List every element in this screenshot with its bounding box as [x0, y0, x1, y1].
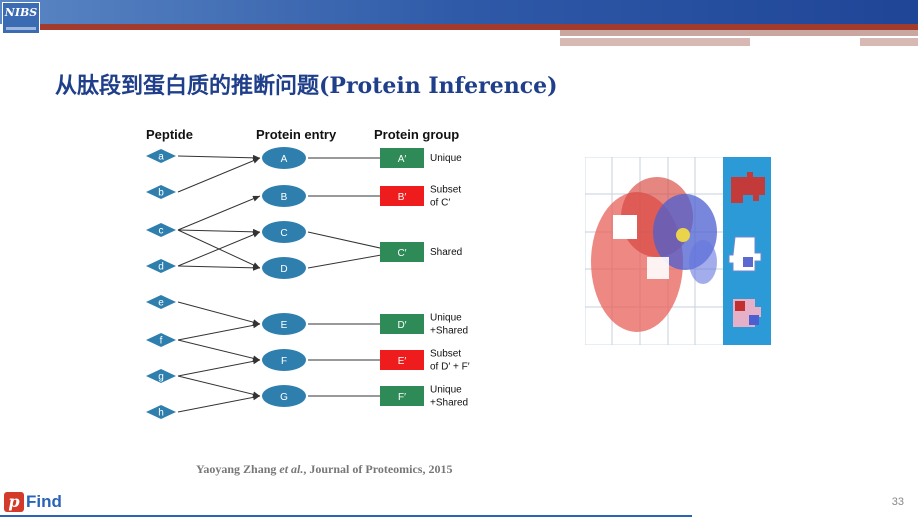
footer-line — [0, 515, 692, 517]
header-bar — [0, 0, 918, 24]
protein-puzzle-illustration — [585, 157, 771, 345]
protein-group-node: D′ Unique +Shared — [380, 313, 468, 337]
peptide-protein-edge — [177, 231, 261, 267]
peptide-label: e — [158, 298, 164, 309]
protein-node: B — [262, 185, 306, 207]
peptide-node: b — [146, 185, 176, 199]
protein-label: E — [281, 320, 288, 331]
group-description: of C′ — [430, 198, 450, 209]
group-description: Shared — [430, 247, 462, 258]
peptide-node: h — [146, 405, 176, 419]
group-description: of D′ + F′ — [430, 362, 470, 373]
peptide-node: a — [146, 149, 176, 163]
peptide-protein-edge — [177, 358, 261, 377]
protein-label: B — [281, 192, 288, 203]
group-description: +Shared — [430, 398, 468, 409]
peptide-protein-edge — [177, 228, 261, 235]
protein-label: A — [281, 154, 288, 165]
peptide-protein-edge — [177, 322, 261, 341]
group-description: +Shared — [430, 326, 468, 337]
peptide-node: c — [146, 223, 176, 237]
nibs-logo: NIBS — [2, 2, 40, 34]
header-accent-line — [40, 24, 918, 30]
page-number: 33 — [891, 496, 904, 508]
header-decor-line — [560, 38, 750, 46]
peptide-protein-edge — [177, 157, 261, 193]
protein-node: F — [262, 349, 306, 371]
protein-label: G — [280, 392, 288, 403]
group-label: A′ — [398, 154, 407, 165]
peptide-node: e — [146, 295, 176, 309]
protein-group-node: F′ Unique +Shared — [380, 385, 468, 409]
peptide-node: g — [146, 369, 176, 383]
logo-text: NIBS — [4, 6, 38, 19]
protein-node: C — [262, 221, 306, 243]
peptide-label: g — [158, 372, 164, 383]
group-description: Subset — [430, 349, 461, 360]
header-decor-line — [560, 30, 918, 36]
group-label: F′ — [398, 392, 406, 403]
peptide-label: c — [159, 226, 164, 237]
peptide-label: h — [158, 408, 164, 419]
protein-group-node: E′ Subset of D′ + F′ — [380, 349, 470, 373]
protein-header: Protein entry — [256, 127, 337, 142]
group-label: B′ — [398, 192, 407, 203]
protein-group-node: B′ Subset of C′ — [380, 185, 461, 209]
citation: Yaoyang Zhang et al., Journal of Proteom… — [196, 462, 453, 476]
group-description: Unique — [430, 385, 462, 396]
protein-label: F — [281, 356, 287, 367]
protein-node: D — [262, 257, 306, 279]
peptide-protein-edge — [177, 154, 261, 161]
slide-title: 从肽段到蛋白质的推断问题(Protein Inference) — [55, 73, 558, 99]
group-description: Subset — [430, 185, 461, 196]
peptide-protein-edge — [177, 301, 261, 326]
header-decor-line — [860, 38, 918, 46]
peptide-label: f — [160, 336, 163, 347]
protein-label: C — [280, 228, 287, 239]
protein-node: E — [262, 313, 306, 335]
peptide-header: Peptide — [146, 127, 193, 142]
peptide-node: f — [146, 333, 176, 347]
peptide-node: d — [146, 259, 176, 273]
peptide-label: b — [158, 188, 164, 199]
peptide-label: d — [158, 262, 164, 273]
peptide-protein-edge — [177, 394, 261, 413]
peptide-protein-edge — [177, 195, 261, 231]
group-description: Unique — [430, 313, 462, 324]
protein-label: D — [280, 264, 287, 275]
peptide-protein-edge — [177, 264, 261, 271]
group-label: E′ — [398, 356, 407, 367]
protein-group-node: A′ Unique — [380, 148, 462, 168]
group-label: D′ — [397, 320, 406, 331]
pfind-logo: p Find — [4, 491, 62, 515]
protein-node: A — [262, 147, 306, 169]
peptide-protein-edge — [177, 339, 261, 362]
group-header: Protein group — [374, 127, 459, 142]
group-label: C′ — [397, 248, 406, 259]
group-description: Unique — [430, 153, 462, 164]
protein-node: G — [262, 385, 306, 407]
peptide-label: a — [158, 152, 164, 163]
protein-group-node: C′ Shared — [380, 242, 462, 262]
peptide-protein-edge — [177, 375, 261, 398]
protein-inference-diagram: Peptide Protein entry Protein group a b c d… — [146, 127, 470, 419]
